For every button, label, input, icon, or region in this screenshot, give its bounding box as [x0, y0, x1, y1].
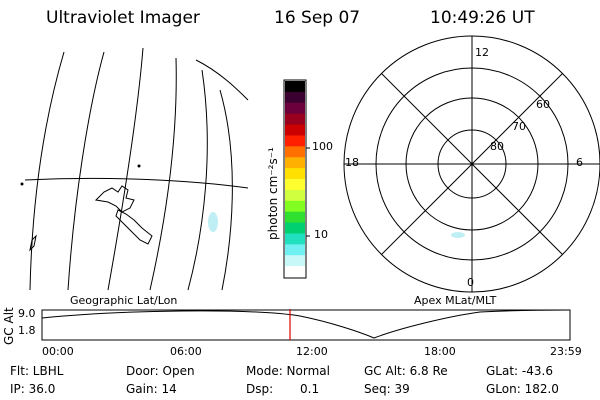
lat-label-80: 80	[490, 140, 504, 153]
glon-info: GLon: 182.0	[486, 382, 559, 396]
gain-info: Gain: 14	[126, 382, 177, 396]
door-info: Door: Open	[126, 364, 195, 378]
mlt-label-0: 0	[467, 276, 474, 289]
geographic-map	[21, 48, 248, 290]
longitude-line	[68, 52, 104, 290]
colorbar-swatch	[285, 212, 305, 223]
aurora-emission	[208, 212, 218, 232]
lat-label-60: 60	[536, 98, 550, 111]
colorbar	[285, 81, 305, 278]
colorbar-swatch	[285, 223, 305, 234]
colorbar-swatch	[285, 81, 305, 92]
coastline	[96, 186, 134, 212]
colorbar-swatch	[285, 92, 305, 103]
x-tick-label: 00:00	[42, 345, 74, 358]
coastline	[116, 210, 152, 244]
glat-info: GLat: -43.6	[486, 364, 553, 378]
longitude-line	[188, 70, 207, 290]
altitude-curve	[42, 310, 570, 338]
colorbar-swatch	[285, 179, 305, 190]
colorbar-swatch	[285, 233, 305, 244]
colorbar-swatch	[285, 146, 305, 157]
colorbar-unit-label: photon cm⁻²s⁻¹	[266, 147, 280, 240]
dsp-value: 0.1	[300, 382, 319, 396]
x-tick-label: 12:00	[296, 345, 328, 358]
seq-info: Seq: 39	[364, 382, 410, 396]
mlt-label-12: 12	[475, 46, 489, 59]
longitude-line	[220, 90, 232, 290]
colorbar-swatch	[285, 255, 305, 266]
longitude-line	[30, 52, 64, 290]
island	[21, 183, 23, 185]
timeline-frame	[42, 310, 570, 340]
polar-panel-label: Apex MLat/MLT	[414, 294, 496, 307]
polar-grid	[344, 36, 600, 292]
x-tick-label: 18:00	[424, 345, 456, 358]
colorbar-swatch	[285, 266, 305, 277]
mlt-label-18: 18	[345, 156, 359, 169]
colorbar-swatch	[285, 157, 305, 168]
x-tick-label: 06:00	[170, 345, 202, 358]
colorbar-swatch	[285, 168, 305, 179]
ip-info: IP: 36.0	[10, 382, 55, 396]
gc-alt-info: GC Alt: 6.8 Re	[364, 364, 448, 378]
colorbar-swatch	[285, 114, 305, 125]
filter-info: Flt: LBHL	[10, 364, 63, 378]
longitude-line	[150, 58, 176, 290]
colorbar-swatch	[285, 201, 305, 212]
mode-info: Mode: Normal	[246, 364, 330, 378]
colorbar-tick-label: 10	[314, 228, 328, 241]
island	[138, 165, 140, 167]
aurora-emission	[451, 232, 465, 238]
colorbar-swatch	[285, 135, 305, 146]
gc-alt-axis-label: GC Alt	[2, 307, 16, 345]
colorbar-swatch	[285, 244, 305, 255]
longitude-line	[108, 48, 143, 290]
colorbar-swatch	[285, 125, 305, 136]
colorbar-swatch	[285, 190, 305, 201]
latitude-line	[25, 178, 248, 188]
colorbar-tick-label: 100	[312, 140, 333, 153]
geographic-panel-label: Geographic Lat/Lon	[70, 294, 177, 307]
x-tick-label: 23:59	[550, 345, 582, 358]
lat-label-70: 70	[512, 120, 526, 133]
coastline	[30, 236, 36, 250]
mlt-label-6: 6	[576, 156, 583, 169]
dsp-label: Dsp:	[246, 382, 273, 396]
colorbar-swatch	[285, 103, 305, 114]
y-tick-label: 9.0	[18, 307, 36, 320]
y-tick-label: 1.8	[18, 324, 36, 337]
